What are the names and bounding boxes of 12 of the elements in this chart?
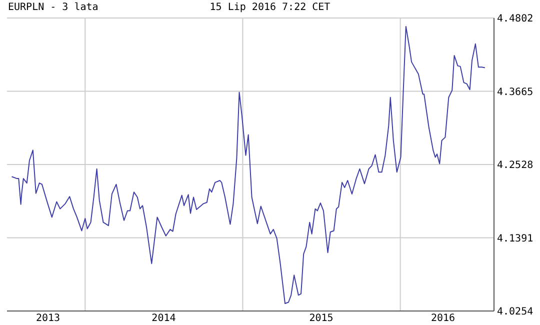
x-tick-label: 2015 [309,313,334,324]
y-tick-label: 4.4802 [497,14,534,25]
y-tick-label: 4.2528 [497,160,534,172]
chart-subtitle: 15 Lip 2016 7:22 CET [208,2,332,13]
chart-title: EURPLN - 3 lata [8,2,98,13]
y-tick-label: 4.3665 [497,86,534,98]
y-tick-label: 4.1391 [497,233,534,244]
x-tick-label: 2014 [152,313,176,324]
y-tick-label: 4.0254 [497,306,534,318]
line-series [11,26,486,304]
x-tick-label: 2016 [431,313,456,324]
x-tick-label: 2013 [36,313,60,324]
